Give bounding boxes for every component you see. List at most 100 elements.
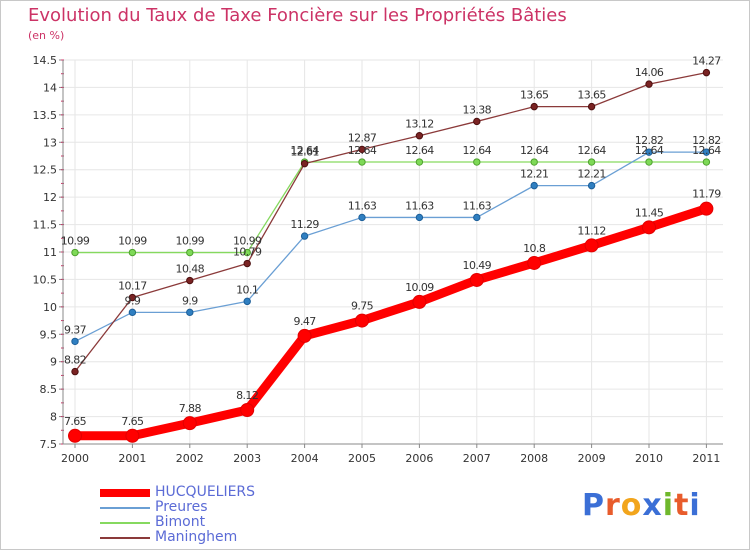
logo-letter: t bbox=[674, 488, 690, 523]
series-line-maninghem bbox=[74, 71, 708, 373]
legend-label: Maninghem bbox=[155, 529, 238, 545]
legend-label: Preures bbox=[155, 499, 208, 515]
data-label-maninghem: 14.27 bbox=[692, 55, 721, 68]
y-tick-label: 11.5 bbox=[33, 219, 58, 232]
y-tick-label: 11 bbox=[43, 246, 57, 259]
series-line-hucqueliers bbox=[70, 204, 711, 441]
logo-letter: P bbox=[582, 488, 605, 523]
data-point-hucqueliers bbox=[240, 402, 255, 417]
data-label-hucqueliers: 9.47 bbox=[294, 315, 317, 328]
data-point-hucqueliers bbox=[412, 294, 427, 309]
data-label-bimont: 10.99 bbox=[233, 235, 262, 248]
y-tick-label: 8.5 bbox=[40, 383, 58, 396]
y-tick-label: 8 bbox=[50, 411, 57, 424]
y-tick-label: 9.5 bbox=[40, 328, 58, 341]
data-label-hucqueliers: 8.12 bbox=[236, 389, 258, 402]
x-tick-label: 2008 bbox=[520, 452, 548, 465]
data-point-maninghem bbox=[243, 259, 251, 268]
data-label-bimont: 12.64 bbox=[463, 144, 492, 157]
data-label-hucqueliers: 9.75 bbox=[351, 300, 374, 313]
data-label-maninghem: 12.87 bbox=[348, 131, 377, 144]
data-point-maninghem bbox=[587, 102, 596, 111]
data-label-preures: 11.63 bbox=[348, 199, 377, 212]
data-label-hucqueliers: 11.12 bbox=[577, 224, 606, 237]
data-label-bimont: 12.64 bbox=[520, 144, 549, 157]
data-point-hucqueliers bbox=[182, 416, 197, 431]
data-label-maninghem: 12.61 bbox=[290, 146, 319, 159]
y-tick-label: 7.5 bbox=[40, 438, 58, 451]
data-label-bimont: 12.64 bbox=[692, 144, 721, 157]
legend-swatch bbox=[100, 522, 150, 524]
x-tick-label: 2004 bbox=[291, 452, 319, 465]
data-point-maninghem bbox=[530, 102, 538, 111]
series-line-preures bbox=[74, 151, 708, 343]
data-point-preures bbox=[300, 232, 309, 240]
data-point-maninghem bbox=[702, 68, 711, 77]
data-point-hucqueliers bbox=[297, 328, 312, 343]
data-point-maninghem bbox=[186, 276, 194, 285]
data-label-preures: 11.63 bbox=[463, 199, 492, 212]
data-label-maninghem: 13.12 bbox=[405, 118, 434, 131]
logo-letter: i bbox=[662, 488, 675, 523]
data-point-preures bbox=[186, 308, 194, 317]
data-label-hucqueliers: 11.79 bbox=[692, 188, 721, 201]
data-label-preures: 12.21 bbox=[520, 168, 549, 181]
y-axis-unit: (en %) bbox=[28, 29, 65, 42]
data-label-bimont: 12.64 bbox=[577, 144, 606, 157]
data-point-preures bbox=[415, 213, 424, 222]
data-label-hucqueliers: 11.45 bbox=[635, 206, 664, 219]
data-point-bimont bbox=[645, 158, 653, 166]
proxiti-logo: Proxiti bbox=[582, 488, 701, 523]
data-label-preures: 9.9 bbox=[182, 294, 198, 307]
data-point-preures bbox=[587, 181, 596, 190]
data-label-preures: 11.63 bbox=[405, 199, 434, 212]
data-point-bimont bbox=[128, 248, 137, 257]
x-tick-label: 2011 bbox=[692, 452, 720, 465]
data-label-bimont: 12.64 bbox=[348, 144, 377, 157]
data-label-hucqueliers: 7.65 bbox=[64, 415, 87, 428]
y-tick-label: 10 bbox=[43, 301, 57, 314]
y-tick-label: 14 bbox=[43, 81, 57, 94]
logo-letter: r bbox=[605, 488, 621, 523]
data-point-maninghem bbox=[300, 159, 309, 168]
data-label-preures: 12.82 bbox=[635, 134, 664, 147]
data-point-preures bbox=[128, 308, 137, 317]
data-label-bimont: 12.64 bbox=[405, 144, 434, 157]
data-point-maninghem bbox=[358, 145, 366, 154]
y-tick-label: 13 bbox=[43, 136, 57, 149]
logo-letter: x bbox=[642, 488, 663, 523]
data-label-hucqueliers: 10.8 bbox=[523, 242, 546, 255]
data-point-bimont bbox=[358, 158, 366, 166]
data-label-maninghem: 13.65 bbox=[577, 89, 606, 102]
data-point-hucqueliers bbox=[642, 220, 656, 235]
data-point-bimont bbox=[473, 158, 481, 166]
data-label-preures: 12.21 bbox=[577, 168, 606, 181]
x-tick-label: 2006 bbox=[405, 452, 433, 465]
legend-swatch bbox=[100, 537, 150, 539]
data-point-hucqueliers bbox=[125, 428, 140, 443]
y-tick-label: 14.5 bbox=[33, 54, 58, 67]
data-label-hucqueliers: 7.88 bbox=[179, 402, 202, 415]
data-point-hucqueliers bbox=[699, 201, 714, 216]
data-point-hucqueliers bbox=[584, 238, 599, 253]
data-point-hucqueliers bbox=[355, 313, 369, 328]
series-line-bimont bbox=[74, 161, 708, 254]
data-label-maninghem: 10.48 bbox=[176, 263, 205, 276]
data-label-bimont: 10.99 bbox=[176, 235, 205, 248]
data-point-maninghem bbox=[415, 132, 424, 140]
data-label-maninghem: 10.79 bbox=[233, 246, 262, 259]
y-tick-label: 12.5 bbox=[33, 164, 58, 177]
data-label-maninghem: 13.38 bbox=[463, 103, 492, 116]
y-tick-label: 10.5 bbox=[33, 273, 58, 286]
data-point-maninghem bbox=[128, 293, 137, 302]
data-point-preures bbox=[71, 337, 79, 346]
x-tick-label: 2000 bbox=[61, 452, 89, 465]
data-point-bimont bbox=[186, 248, 194, 257]
x-tick-label: 2005 bbox=[348, 452, 376, 465]
data-label-bimont: 10.99 bbox=[61, 235, 90, 248]
data-point-preures bbox=[645, 148, 653, 156]
legend-label: HUCQUELIERS bbox=[155, 484, 256, 500]
x-tick-label: 2003 bbox=[233, 452, 261, 465]
data-label-hucqueliers: 10.49 bbox=[463, 259, 492, 272]
